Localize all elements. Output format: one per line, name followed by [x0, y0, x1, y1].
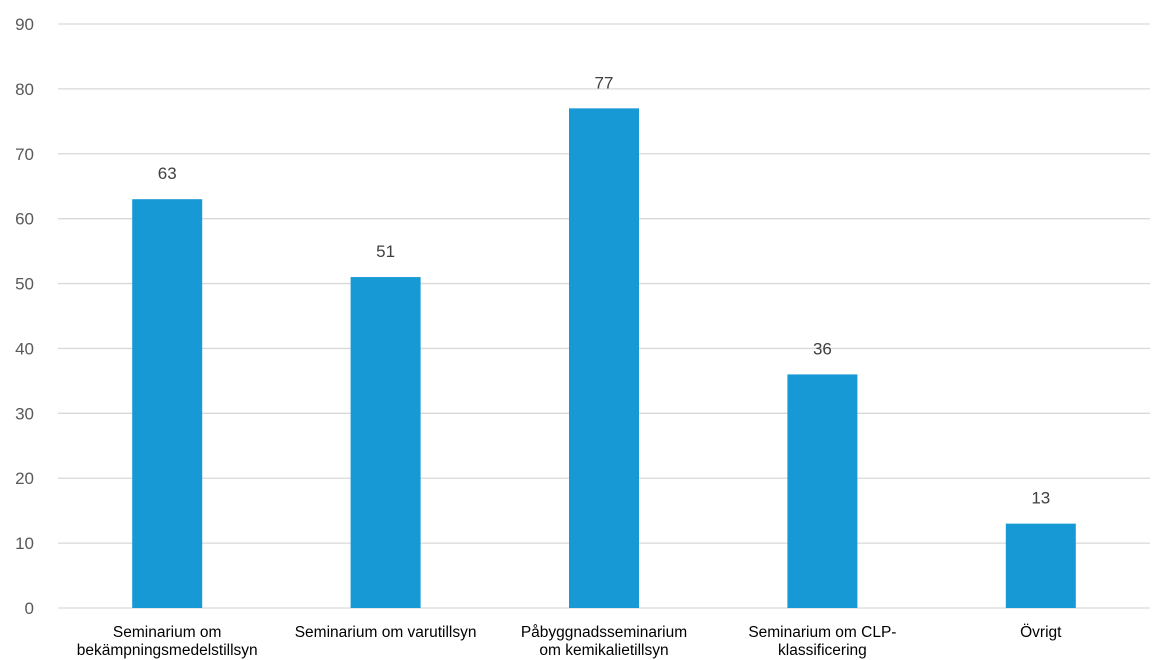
data-label: 51	[376, 242, 395, 261]
y-tick-label: 70	[15, 145, 34, 164]
category-label: klassificering	[778, 642, 867, 659]
bar-3	[569, 108, 639, 608]
y-tick-label: 0	[25, 599, 34, 618]
y-tick-label: 80	[15, 80, 34, 99]
y-tick-label: 20	[15, 469, 34, 488]
category-label: Övrigt	[1020, 623, 1062, 641]
y-tick-label: 30	[15, 404, 34, 423]
bar-1	[132, 199, 202, 608]
category-label: Seminarium om	[113, 624, 222, 641]
bar-4	[787, 374, 857, 608]
bar-2	[351, 277, 421, 608]
category-label: Påbyggnadsseminarium	[521, 624, 687, 641]
y-axis-ticks: 0 10 20 30 40 50 60 70 80 90	[15, 15, 34, 618]
category-label: bekämpningsmedelstillsyn	[77, 642, 258, 659]
y-tick-label: 60	[15, 210, 34, 229]
data-label: 63	[158, 164, 177, 183]
category-label: Seminarium om CLP-	[748, 624, 896, 641]
y-tick-label: 90	[15, 15, 34, 34]
y-tick-label: 50	[15, 275, 34, 294]
bar-5	[1006, 524, 1076, 608]
category-label: Seminarium om varutillsyn	[295, 624, 477, 641]
data-label: 77	[595, 73, 614, 92]
data-label: 36	[813, 339, 832, 358]
data-label: 13	[1031, 489, 1050, 508]
y-tick-label: 10	[15, 534, 34, 553]
bars	[132, 108, 1076, 608]
category-label: om kemikalietillsyn	[539, 642, 668, 659]
y-tick-label: 40	[15, 339, 34, 358]
